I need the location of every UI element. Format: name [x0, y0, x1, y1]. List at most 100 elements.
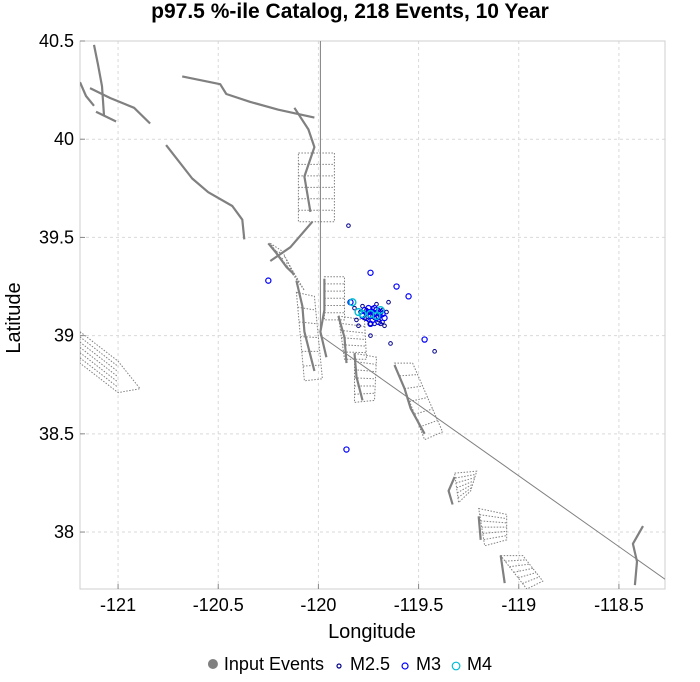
event-point-m25 — [432, 349, 437, 354]
fault-trace — [499, 555, 506, 584]
fault-surface-rung — [287, 261, 294, 275]
fault-surface-outline — [454, 470, 478, 504]
legend-label-m4: M4 — [467, 654, 492, 674]
fault-surface-outline — [295, 291, 323, 382]
event-point-m4 — [348, 298, 357, 307]
legend-marker-m3 — [401, 662, 409, 670]
event-point-m3 — [405, 293, 412, 300]
plot-area — [79, 40, 666, 590]
y-axis-ticks: 38 38.5 39 39.5 40 40.5 — [39, 31, 85, 542]
fault-surface-rung — [457, 487, 472, 499]
event-point-m3 — [393, 283, 400, 290]
fault-surface-outline — [297, 152, 335, 223]
fault-surface-outline — [80, 331, 142, 394]
event-point-m25 — [388, 341, 393, 346]
chart-title: p97.5 %-ile Catalog, 218 Events, 10 Year — [151, 0, 549, 23]
fault-trace — [92, 44, 106, 116]
fault-surface-rung — [513, 567, 533, 573]
fault-surface-rung — [522, 576, 540, 584]
fault-surface-rung — [297, 306, 316, 311]
fault-surface-rung — [354, 392, 375, 395]
fault-surface-rung — [285, 258, 288, 267]
x-tick-label: -118.5 — [594, 595, 644, 615]
fault-trace — [95, 110, 117, 123]
fault-surface-rung — [340, 329, 366, 334]
fault-trace — [319, 278, 328, 358]
fault-surface-rung — [509, 563, 530, 568]
event-point-m25 — [386, 299, 391, 305]
legend-marker-m2-5 — [336, 663, 342, 669]
fault-surface-rung — [455, 473, 476, 479]
fault-surface-rung — [399, 374, 418, 377]
fault-surface-outline — [499, 555, 544, 589]
event-point-m4 — [372, 311, 381, 321]
fault-trace — [181, 75, 315, 119]
fault-surface-rung — [517, 572, 537, 579]
fault-surface-rung — [80, 347, 119, 378]
fault-surface-rung — [80, 357, 119, 388]
fault-surface-rung — [80, 341, 119, 373]
fault-surface-rung — [479, 514, 507, 520]
y-tick-label: 39 — [54, 326, 74, 346]
fault-trace — [269, 220, 314, 262]
legend-marker-m4 — [451, 661, 461, 671]
fault-trace — [447, 476, 456, 505]
fault-surface-rung — [354, 360, 377, 365]
event-point-m3 — [265, 277, 272, 284]
fault-surface-rung — [455, 477, 475, 484]
event-point-m25 — [354, 317, 359, 323]
fault-surface-rung — [354, 377, 376, 380]
fault-surface-rung — [339, 322, 365, 327]
event-point-m4 — [376, 305, 385, 315]
fault-surface-rung — [480, 520, 507, 524]
legend-label-m3: M3 — [416, 654, 441, 674]
x-axis-ticks: -121 -120.5 -120 -119.5 -119 -118.5 — [100, 584, 644, 615]
fault-trace — [293, 107, 316, 213]
fault-surface-rung — [482, 530, 507, 534]
x-tick-label: -121 — [100, 595, 136, 615]
x-tick-label: -120.5 — [193, 595, 244, 615]
fault-trace — [80, 81, 95, 107]
x-axis-label: Longitude — [328, 621, 416, 643]
event-point-m25 — [346, 223, 351, 228]
y-tick-label: 40.5 — [39, 31, 74, 51]
fault-surface-rung — [80, 352, 119, 383]
fault-trace — [89, 87, 151, 125]
fault-surface-rung — [483, 535, 507, 541]
y-tick-label: 38 — [54, 522, 74, 542]
legend-label-input-events: Input Events — [224, 654, 324, 674]
fault-trace — [337, 315, 348, 364]
y-tick-label: 38.5 — [39, 424, 74, 444]
event-point-m4 — [358, 309, 367, 319]
fault-surface-rung — [80, 336, 119, 367]
event-point-m3 — [367, 320, 374, 328]
event-point-m3 — [343, 446, 350, 453]
fault-surface-rung — [298, 321, 318, 325]
fault-trace — [165, 144, 246, 240]
fault-surface-rung — [281, 256, 286, 260]
gridlines — [80, 40, 665, 589]
legend: Input Events M2.5 M3 M4 — [207, 654, 492, 674]
legend-label-m2-5: M2.5 — [350, 654, 390, 674]
fault-surface-rung — [419, 419, 438, 428]
fault-trace — [267, 242, 296, 276]
event-point-m25 — [368, 333, 373, 338]
x-tick-label: -119.5 — [394, 595, 444, 615]
fault-surface-outline — [393, 362, 444, 441]
x-tick-label: -119 — [501, 595, 536, 615]
fault-surface-rung — [409, 397, 428, 402]
fault-trace — [295, 280, 316, 372]
fault-trace — [631, 525, 644, 586]
event-point-m25 — [352, 305, 357, 311]
event-point-m3 — [421, 336, 428, 343]
fault-surface-rung — [505, 559, 527, 562]
fault-surface-rung — [354, 369, 376, 373]
fault-surface-rung — [456, 480, 474, 489]
y-tick-label: 39.5 — [39, 227, 74, 247]
fault-surface-rung — [404, 385, 423, 390]
fault-surface-rung — [342, 344, 366, 347]
fault-trace — [477, 516, 482, 540]
event-point-m25 — [382, 323, 387, 329]
event-point-m25 — [356, 323, 361, 329]
